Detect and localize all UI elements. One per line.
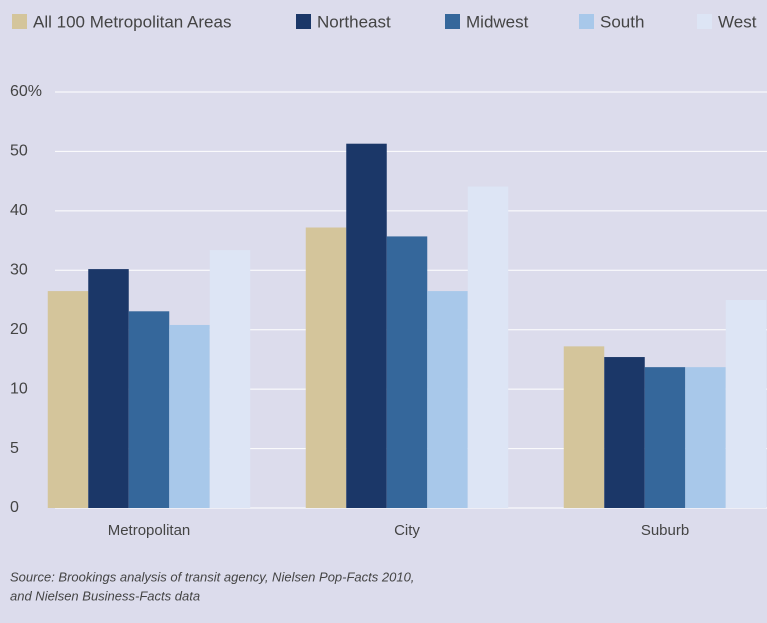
x-tick-label: Metropolitan — [108, 522, 191, 539]
bar — [685, 367, 726, 508]
bar — [725, 300, 767, 508]
bar — [47, 291, 89, 508]
x-tick-label: City — [394, 522, 420, 539]
legend-swatch — [579, 14, 594, 29]
bar — [427, 291, 468, 508]
legend-label: South — [600, 12, 644, 31]
y-tick-label: 60% — [10, 83, 42, 100]
y-tick-label: 30 — [10, 262, 28, 279]
source-note: and Nielsen Business-Facts data — [10, 588, 200, 603]
y-tick-label: 0 — [10, 499, 19, 516]
bar — [563, 346, 605, 508]
bar — [88, 269, 129, 508]
bar — [346, 143, 387, 508]
legend-label: Midwest — [466, 12, 529, 31]
legend-label: Northeast — [317, 12, 391, 31]
legend-swatch — [296, 14, 311, 29]
bar — [305, 227, 347, 509]
bar — [467, 186, 509, 508]
y-tick-label: 50 — [10, 143, 28, 160]
legend-label: All 100 Metropolitan Areas — [33, 12, 231, 31]
y-tick-label: 40 — [10, 202, 28, 219]
legend-label: West — [718, 12, 757, 31]
bar — [169, 324, 210, 508]
bar — [604, 357, 645, 508]
y-tick-label: 5 — [10, 440, 19, 457]
legend-swatch — [445, 14, 460, 29]
bar — [128, 311, 170, 508]
y-tick-label: 10 — [10, 380, 28, 397]
y-tick-label: 20 — [10, 321, 28, 338]
source-note: Source: Brookings analysis of transit ag… — [10, 569, 414, 584]
bar — [209, 250, 251, 508]
legend-swatch — [697, 14, 712, 29]
bar — [644, 367, 686, 508]
bar — [386, 236, 428, 508]
legend-swatch — [12, 14, 27, 29]
x-tick-label: Suburb — [641, 522, 689, 539]
